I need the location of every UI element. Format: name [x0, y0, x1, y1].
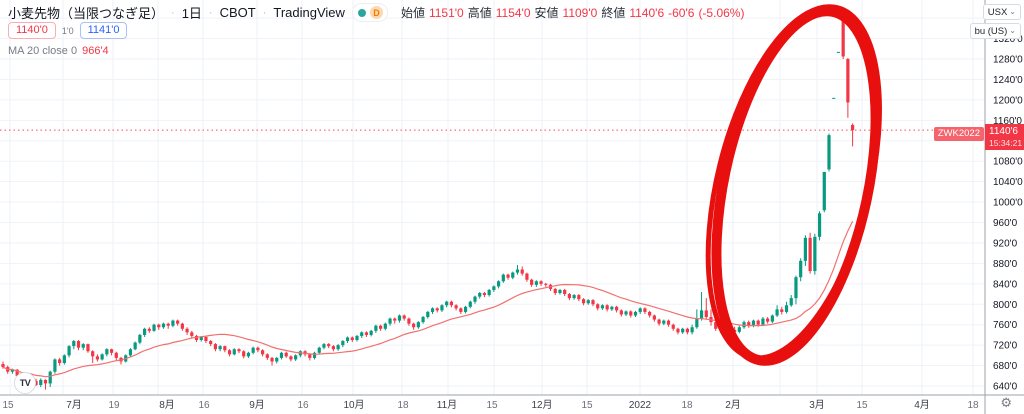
svg-text:920'0: 920'0	[993, 238, 1018, 249]
unit-value: bu (US)	[974, 25, 1008, 37]
svg-text:720'0: 720'0	[993, 341, 1018, 352]
ma-study-legend[interactable]: MA 20 close 0 966'4	[8, 45, 109, 57]
svg-text:1320'0: 1320'0	[993, 34, 1023, 45]
svg-text:15: 15	[856, 400, 868, 411]
separator: ·	[208, 6, 213, 19]
chart-legend-row: 小麦先物（当限つなぎ足） · 1日 · CBOT · TradingView D…	[8, 3, 744, 22]
market-status-pill[interactable]: D	[351, 3, 388, 22]
svg-text:18: 18	[967, 400, 979, 411]
ma-study-label: MA 20 close 0	[8, 45, 78, 57]
svg-text:4月: 4月	[914, 399, 930, 411]
open-label: 始値	[400, 6, 425, 20]
trade-buttons-row: 1140'0 1'0 1141'0	[8, 22, 128, 39]
tradingview-logo[interactable]: TV	[14, 372, 36, 394]
svg-text:880'0: 880'0	[993, 259, 1018, 270]
low-value: 1109'0	[562, 5, 598, 20]
price-axis-labels: 640'0 680'0 720'0 760'0 800'0 840'0 880'0 920'0…	[993, 34, 1023, 392]
svg-text:960'0: 960'0	[993, 218, 1018, 229]
ma-study-value: 966'4	[82, 45, 109, 57]
svg-text:1160'0: 1160'0	[993, 116, 1022, 127]
svg-text:8月: 8月	[159, 399, 175, 411]
buy-button[interactable]: 1141'0	[79, 22, 128, 39]
change-percent: (-5.06%)	[698, 5, 745, 20]
currency-value: USX	[987, 6, 1008, 18]
bid-ask-spread: 1'0	[61, 25, 74, 36]
svg-text:7月: 7月	[66, 399, 82, 411]
interval-label[interactable]: 1日	[181, 6, 202, 21]
unit-dropdown[interactable]: bu (US) ⌄	[969, 23, 1021, 39]
svg-text:18: 18	[397, 400, 409, 411]
symbol-title[interactable]: 小麦先物（当限つなぎ足）	[8, 6, 165, 21]
gear-icon[interactable]: ⚙	[1000, 395, 1012, 410]
chevron-down-icon: ⌄	[1009, 7, 1016, 16]
contract-symbol-tag: ZWK2022	[933, 127, 984, 141]
svg-text:9月: 9月	[249, 399, 265, 411]
market-open-dot-icon	[357, 8, 366, 17]
high-label: 高値	[467, 6, 492, 20]
low-label: 安値	[534, 6, 559, 20]
svg-text:11月: 11月	[437, 399, 457, 411]
svg-text:2月: 2月	[725, 399, 741, 411]
svg-text:1240'0: 1240'0	[993, 75, 1023, 86]
close-label: 終値	[601, 6, 626, 20]
ohlc-readout: 始値 1151'0 高値 1154'0 安値 1109'0 終値 1140'6 …	[401, 4, 745, 21]
svg-text:800'0: 800'0	[993, 300, 1018, 311]
separator: ·	[171, 6, 175, 19]
separator: ·	[262, 6, 267, 19]
svg-text:1040'0: 1040'0	[993, 177, 1023, 188]
exchange-label: CBOT	[219, 5, 256, 20]
tradingview-brand-link[interactable]: TradingView	[273, 5, 345, 20]
svg-text:12月: 12月	[531, 399, 552, 411]
gridlines	[0, 0, 985, 395]
chevron-down-icon: ⌄	[1009, 26, 1016, 35]
daily-interval-badge: D	[369, 6, 383, 19]
svg-text:680'0: 680'0	[993, 361, 1018, 372]
close-value: 1140'6	[629, 5, 665, 20]
open-value: 1151'0	[428, 5, 464, 20]
svg-text:16: 16	[198, 400, 210, 411]
ma20-line	[2, 220, 854, 378]
svg-text:15: 15	[581, 400, 593, 411]
time-axis-labels: 15 7月 19 8月 16 9月 16 10月 18 11月 15 12月 15 2022 18 2月 3月 1…	[2, 399, 979, 411]
svg-text:1280'0: 1280'0	[993, 55, 1023, 66]
last-price-tag: 1140'6 15:34:21	[985, 124, 1024, 151]
svg-text:10月: 10月	[343, 399, 364, 411]
svg-text:19: 19	[108, 400, 120, 411]
svg-text:3月: 3月	[809, 399, 825, 411]
svg-text:18: 18	[681, 400, 693, 411]
svg-text:15: 15	[486, 400, 498, 411]
highlight-ellipse-annotation	[705, 4, 882, 366]
high-value: 1154'0	[495, 5, 531, 20]
svg-text:15: 15	[2, 400, 14, 411]
svg-text:640'0: 640'0	[993, 382, 1018, 393]
svg-text:1000'0: 1000'0	[993, 198, 1023, 209]
svg-text:1200'0: 1200'0	[993, 95, 1023, 106]
sell-button[interactable]: 1140'0	[8, 22, 56, 39]
svg-text:2022: 2022	[629, 400, 652, 411]
last-price-value: 1140'6	[989, 126, 1018, 137]
last-price-time: 15:34:21	[989, 138, 1023, 148]
change-value: -60'6	[668, 5, 695, 20]
svg-text:840'0: 840'0	[993, 279, 1018, 290]
svg-text:1080'0: 1080'0	[993, 157, 1023, 168]
svg-text:760'0: 760'0	[993, 320, 1018, 331]
currency-dropdown[interactable]: USX ⌄	[982, 4, 1021, 20]
svg-text:16: 16	[297, 400, 309, 411]
